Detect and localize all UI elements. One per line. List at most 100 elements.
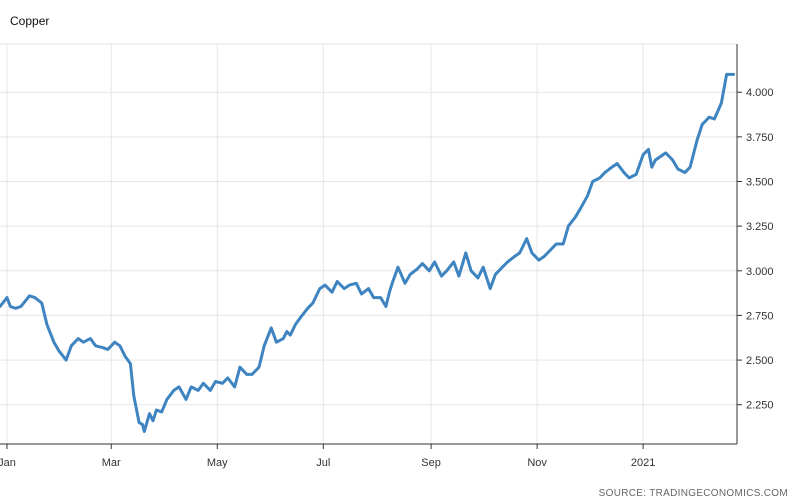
x-tick-label: 2021 [631, 457, 655, 469]
data-point [392, 280, 394, 283]
data-point [489, 287, 492, 290]
data-point [197, 389, 199, 392]
data-point [58, 350, 60, 352]
y-tick-label: 2.250 [746, 400, 774, 412]
data-point [275, 341, 278, 344]
source-label: SOURCE: TRADINGECONOMICS.COM [598, 488, 788, 499]
x-tick-label: Jan [0, 457, 16, 469]
data-point [53, 341, 55, 344]
y-tick-label: 2.500 [746, 355, 774, 367]
data-point [416, 268, 419, 270]
x-tick-label: Sep [421, 457, 441, 469]
data-point [550, 248, 552, 251]
data-point [651, 166, 653, 168]
x-axis-ticks: Jan Mar May Jul Sep Nov 2021 [0, 444, 655, 469]
data-point [138, 421, 140, 424]
data-point [190, 386, 192, 388]
data-point [659, 155, 662, 158]
data-point [160, 411, 163, 413]
data-point [185, 398, 187, 401]
y-tick-label: 3.000 [746, 266, 774, 278]
data-point [684, 171, 686, 174]
y-tick-label: 4.000 [746, 87, 774, 99]
y-axis-ticks: 2.250 2.500 2.750 3.000 3.250 3.500 3.750 4.000 [737, 87, 774, 412]
grid-lines [0, 43, 737, 444]
data-point [348, 284, 351, 286]
data-point [107, 348, 109, 351]
data-point [452, 261, 455, 263]
data-point [440, 275, 443, 277]
data-point [148, 412, 151, 415]
data-point [482, 266, 485, 269]
data-point [538, 259, 540, 261]
data-point [46, 323, 48, 326]
data-point [696, 139, 698, 142]
data-point [299, 316, 302, 319]
data-point [518, 252, 521, 254]
data-point [385, 305, 387, 308]
data-point [246, 373, 248, 376]
chart-title: Copper [10, 14, 50, 28]
data-point [388, 291, 391, 294]
y-tick-label: 2.750 [746, 310, 774, 322]
data-point [445, 270, 448, 272]
data-point [143, 430, 146, 433]
data-point [708, 116, 710, 118]
data-point [14, 307, 17, 310]
data-point [286, 330, 288, 333]
data-point [119, 345, 121, 347]
data-point [604, 171, 606, 174]
data-point [598, 177, 601, 179]
data-point [465, 252, 467, 254]
data-point [133, 395, 135, 397]
data-point [372, 296, 375, 299]
data-point [94, 345, 97, 347]
data-point [555, 243, 557, 245]
data-point [616, 162, 618, 165]
data-point [20, 305, 22, 308]
y-tick-label: 3.500 [746, 177, 774, 189]
data-point [209, 389, 212, 392]
data-point [664, 152, 667, 154]
data-point [586, 195, 589, 197]
data-point [701, 123, 703, 126]
data-point [562, 243, 564, 245]
data-point [6, 296, 8, 299]
data-point [141, 423, 144, 426]
data-point [129, 362, 132, 365]
data-point [470, 270, 472, 272]
data-point [82, 341, 85, 344]
data-point [306, 307, 309, 310]
series-group [0, 72, 735, 433]
data-point [501, 266, 504, 269]
data-point [343, 287, 346, 290]
data-point [155, 409, 158, 411]
data-point [9, 305, 12, 308]
x-tick-label: Jul [316, 457, 330, 469]
data-point [397, 266, 399, 269]
data-point [611, 166, 613, 168]
data-point [40, 302, 43, 304]
data-point [543, 255, 545, 258]
data-point [124, 355, 126, 358]
axis-lines [0, 44, 738, 445]
data-point [654, 159, 657, 161]
data-point [312, 302, 314, 304]
data-point [732, 73, 735, 76]
data-point [324, 284, 326, 286]
data-point [173, 389, 175, 392]
data-point [409, 273, 412, 276]
data-point [263, 345, 266, 347]
data-point [233, 386, 236, 388]
data-point [178, 386, 180, 388]
data-point [725, 73, 728, 76]
data-point [506, 261, 509, 263]
data-point [677, 168, 679, 170]
data-point [531, 252, 533, 254]
data-point [258, 366, 260, 369]
data-point [89, 337, 92, 340]
data-point [458, 275, 460, 277]
data-point [355, 282, 358, 285]
x-tick-label: Nov [527, 457, 547, 469]
